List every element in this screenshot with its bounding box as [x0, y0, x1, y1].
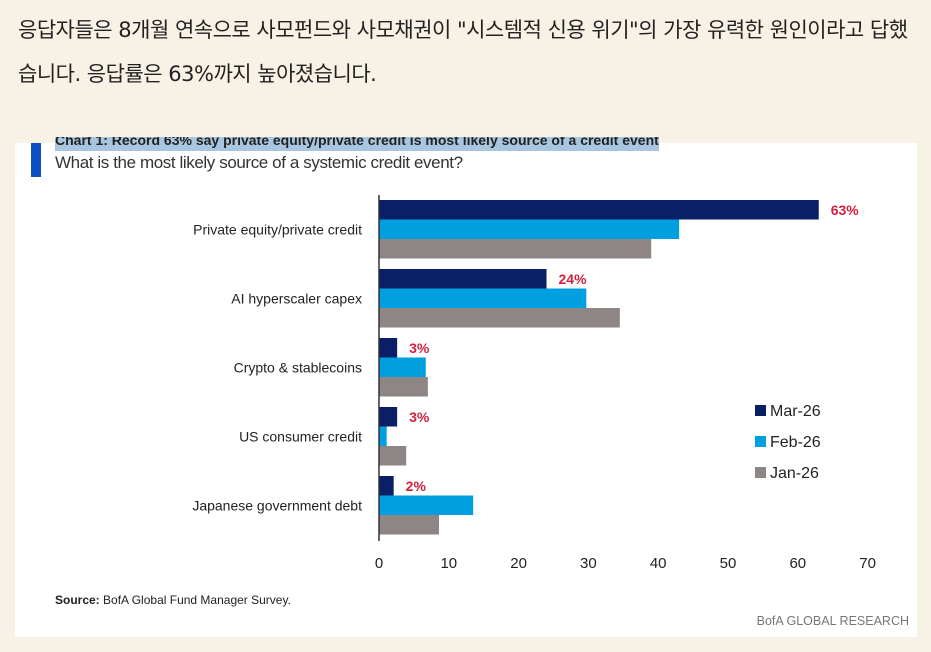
bar-jan-26	[379, 377, 428, 397]
bar-feb-26	[379, 426, 387, 446]
bar-feb-26	[379, 288, 587, 308]
legend-swatch	[755, 436, 766, 447]
legend-swatch	[755, 467, 766, 478]
brand-label: BofA GLOBAL RESEARCH	[756, 614, 909, 628]
data-label: 63%	[831, 202, 860, 218]
x-tick-label: 30	[580, 555, 597, 572]
article-paragraph: 응답자들은 8개월 연속으로 사모펀드와 사모채권이 "시스템적 신용 위기"의…	[18, 18, 908, 86]
legend-label: Feb-26	[770, 434, 821, 451]
chart-panel: Chart 1: Record 63% say private equity/p…	[15, 137, 917, 637]
bar-jan-26	[379, 515, 440, 535]
x-tick-label: 60	[789, 555, 806, 572]
category-label: Japanese government debt	[192, 497, 362, 513]
bar-jan-26	[379, 239, 652, 259]
bar-jan-26	[379, 308, 620, 328]
x-tick-label: 10	[440, 555, 457, 572]
source-note: Source: BofA Global Fund Manager Survey.	[55, 593, 291, 607]
chart-title-clipped: Chart 1: Record 63% say private equity/p…	[55, 137, 853, 151]
bar-mar-26	[379, 407, 398, 427]
data-label: 2%	[406, 478, 427, 494]
category-label: Crypto & stablecoins	[234, 359, 362, 375]
bar-chart: Private equity/private credit 63% AI hyper…	[192, 195, 876, 572]
bar-feb-26	[379, 495, 474, 515]
bar-mar-26	[379, 269, 547, 289]
x-tick-label: 20	[510, 555, 527, 572]
legend-swatch	[755, 405, 766, 416]
data-label: 3%	[409, 409, 430, 425]
bar-feb-26	[379, 219, 680, 239]
x-tick-label: 40	[650, 555, 667, 572]
category-label: AI hyperscaler capex	[231, 290, 362, 306]
data-label: 3%	[409, 340, 430, 356]
bar-jan-26	[379, 446, 407, 466]
x-tick-label: 50	[720, 555, 737, 572]
bar-mar-26	[379, 200, 819, 220]
chart-subtitle: What is the most likely source of a syst…	[55, 153, 463, 172]
legend-label: Jan-26	[770, 465, 819, 482]
data-label: 24%	[559, 271, 588, 287]
x-tick-label: 0	[375, 555, 383, 572]
bar-mar-26	[379, 338, 398, 358]
x-tick-label: 70	[859, 555, 876, 572]
category-label: US consumer credit	[239, 428, 362, 444]
title-accent-bar	[31, 143, 41, 177]
legend-label: Mar-26	[770, 403, 821, 420]
category-label: Private equity/private credit	[193, 221, 362, 237]
bar-mar-26	[379, 476, 394, 496]
bar-feb-26	[379, 357, 426, 377]
